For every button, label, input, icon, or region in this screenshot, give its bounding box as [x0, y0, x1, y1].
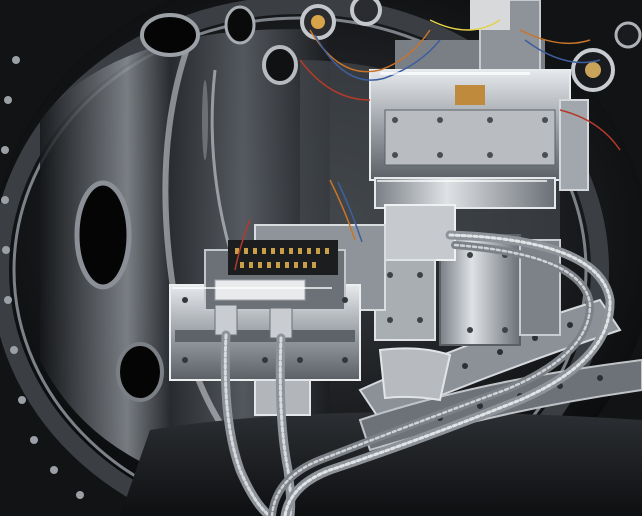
lower-left-port: [116, 342, 164, 402]
sample-stage: [169, 224, 386, 416]
connector-socket: [228, 240, 338, 275]
manipulator-bolts: [392, 117, 548, 158]
sample-holder: [214, 279, 306, 301]
brass-connector: [455, 85, 485, 105]
slide-rail: [374, 177, 556, 209]
hose-fitting-right: [269, 307, 293, 339]
wire-bundles: [234, 19, 621, 271]
left-port: [74, 180, 132, 290]
manipulator-face: [384, 109, 556, 166]
feedthrough-1-pins: [311, 15, 325, 29]
top-port-2: [224, 5, 256, 45]
connector-pins: [235, 248, 329, 268]
stage-slot: [175, 330, 355, 342]
top-left-port: [140, 13, 200, 57]
side-bracket: [559, 99, 589, 191]
braided-hoses: [220, 230, 615, 516]
view-ports: [74, 0, 642, 516]
right-port-pins: [585, 62, 601, 78]
manipulator-block: [369, 0, 589, 209]
right-port-2: [614, 21, 642, 49]
top-port-3: [262, 45, 298, 85]
hose-fitting-left: [214, 304, 238, 336]
feedthrough-2: [350, 0, 382, 26]
bolt-ring: [1, 56, 84, 499]
stage-bolts: [182, 297, 348, 363]
specular-highlights: [172, 72, 547, 289]
